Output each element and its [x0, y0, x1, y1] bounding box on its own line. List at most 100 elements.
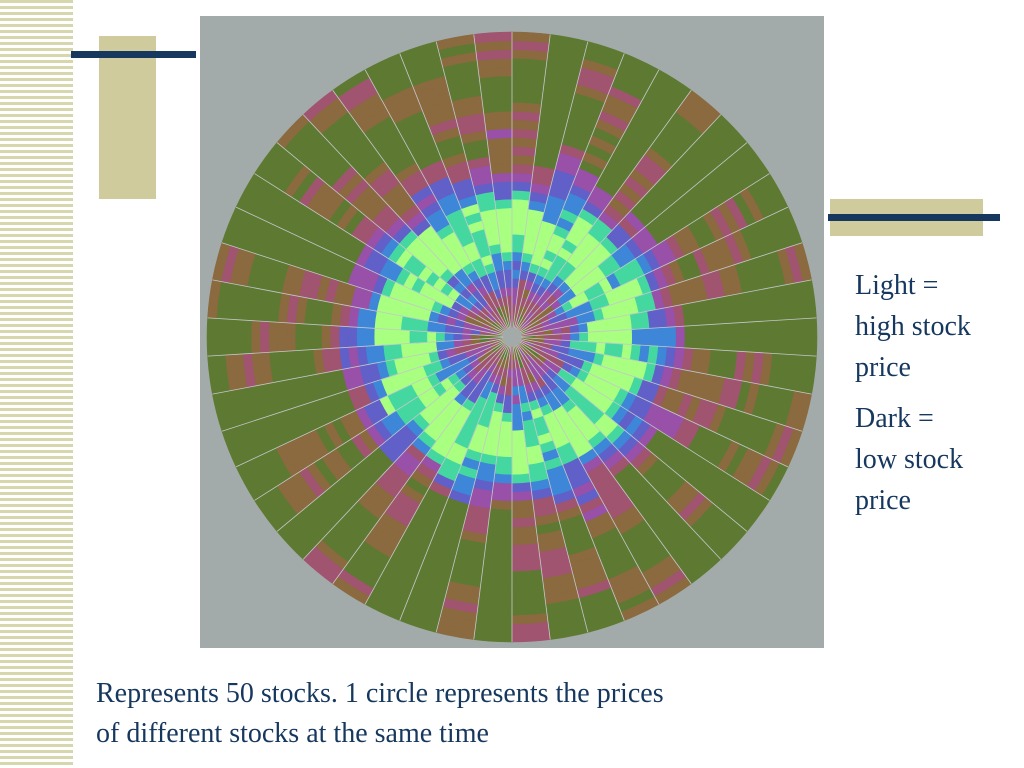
sector-divider: [364, 336, 513, 605]
heatmap-cell: [693, 324, 703, 350]
heatmap-cell: [444, 332, 454, 342]
sector-divider: [212, 336, 513, 395]
color-legend: Light = high stock price Dark = low stoc…: [855, 265, 1020, 531]
sector-divider: [254, 336, 513, 501]
heatmap-cell: [329, 325, 340, 349]
heatmap-cell: [489, 499, 513, 511]
sector-divider: [235, 206, 513, 338]
heatmap-cell: [511, 499, 535, 511]
heatmap-cell: [710, 323, 721, 351]
heatmap-cell: [511, 154, 536, 166]
legend-light-entry: Light = high stock price: [855, 265, 1020, 388]
heatmap-cell: [259, 320, 270, 354]
heatmap-cell: [701, 324, 712, 350]
sector-divider: [511, 336, 551, 640]
heatmap-cell: [492, 482, 513, 493]
heatmap-cell: [511, 534, 539, 546]
heatmap-cell: [511, 517, 537, 528]
slide-caption: Represents 50 stocks. 1 circle represent…: [96, 674, 896, 754]
heatmap-cell: [511, 216, 528, 227]
sector-divider: [511, 336, 789, 468]
sector-divider: [511, 69, 660, 338]
heatmap-cell: [452, 332, 463, 342]
heatmap-cell: [493, 189, 513, 201]
sector-divider: [302, 336, 513, 560]
sector-divider: [511, 317, 817, 338]
heatmap-cell: [511, 163, 535, 175]
heatmap-cell: [511, 172, 533, 184]
heatmap-cell: [382, 328, 393, 346]
heatmap-cell: [500, 251, 513, 262]
heatmap-cell: [561, 332, 572, 342]
heatmap-cell: [233, 319, 244, 355]
heatmap-cell: [640, 328, 651, 346]
heatmap-cell: [502, 260, 513, 271]
heatmap-cell: [498, 429, 513, 441]
heatmap-cell: [493, 473, 513, 485]
heatmap-cell: [496, 216, 513, 227]
sector-divider: [399, 336, 513, 621]
heatmap-cell: [596, 330, 607, 344]
sector-divider: [511, 41, 589, 338]
heatmap-cell: [338, 325, 349, 349]
sector-divider: [212, 279, 513, 338]
caption-line2: of different stocks at the same time: [96, 718, 489, 749]
heatmap-cell: [614, 329, 624, 345]
heatmap-cell: [511, 429, 526, 441]
heatmap-cell: [511, 543, 540, 555]
heatmap-cell: [719, 323, 730, 351]
heatmap-cell: [495, 207, 513, 218]
heatmap-cell: [587, 331, 598, 343]
sector-divider: [276, 142, 513, 338]
heatmap-cell: [435, 331, 445, 343]
heatmap-cell: [622, 329, 633, 345]
heatmap-cell: [488, 154, 513, 166]
sector-divider: [511, 336, 817, 357]
sector-divider: [511, 142, 748, 338]
sector-divider: [511, 336, 812, 395]
sector-divider: [235, 336, 513, 468]
sector-divider: [435, 41, 513, 338]
sector-divider: [511, 53, 625, 338]
heatmap-cell: [511, 438, 527, 449]
sector-divider: [207, 317, 513, 338]
heatmap-cell: [294, 323, 305, 351]
heatmap-cell: [495, 456, 513, 467]
sector-divider: [511, 173, 770, 338]
sector-divider: [511, 336, 803, 432]
sector-divider: [332, 336, 513, 584]
legend-light-line3: price: [855, 352, 911, 383]
heatmap-cell: [486, 525, 513, 537]
sector-divider: [511, 336, 660, 605]
heatmap-cell: [417, 342, 429, 355]
heatmap-cell: [312, 324, 323, 350]
heatmap-cell: [511, 490, 533, 502]
legend-dark-line3: price: [855, 485, 911, 516]
heatmap-cell: [511, 482, 532, 493]
sector-divider: [511, 34, 551, 338]
heatmap-cell: [666, 326, 677, 348]
heatmap-cell: [511, 464, 530, 476]
heatmap-cell: [356, 326, 366, 348]
decorative-block-top: [99, 36, 156, 199]
heatmap-cell: [489, 163, 513, 175]
heatmap-cell: [807, 317, 818, 357]
heatmap-cell: [400, 329, 410, 345]
heatmap-cell: [511, 137, 538, 149]
heatmap-cell: [484, 543, 513, 555]
legend-dark-line2: low stock: [855, 444, 964, 475]
heatmap-cell: [488, 508, 513, 520]
heatmap-cell: [484, 119, 513, 131]
sector-divider: [254, 173, 513, 338]
decorative-bar-right: [828, 214, 1000, 221]
heatmap-cell: [303, 323, 314, 351]
legend-dark-entry: Dark = low stock price: [855, 398, 1020, 521]
sector-divider: [435, 336, 513, 633]
heatmap-cell: [498, 233, 513, 245]
sector-divider: [473, 34, 513, 338]
heatmap-cell: [321, 324, 331, 350]
heatmap-cell: [511, 181, 532, 192]
spoke-lines: [207, 32, 817, 642]
sector-divider: [473, 336, 513, 640]
